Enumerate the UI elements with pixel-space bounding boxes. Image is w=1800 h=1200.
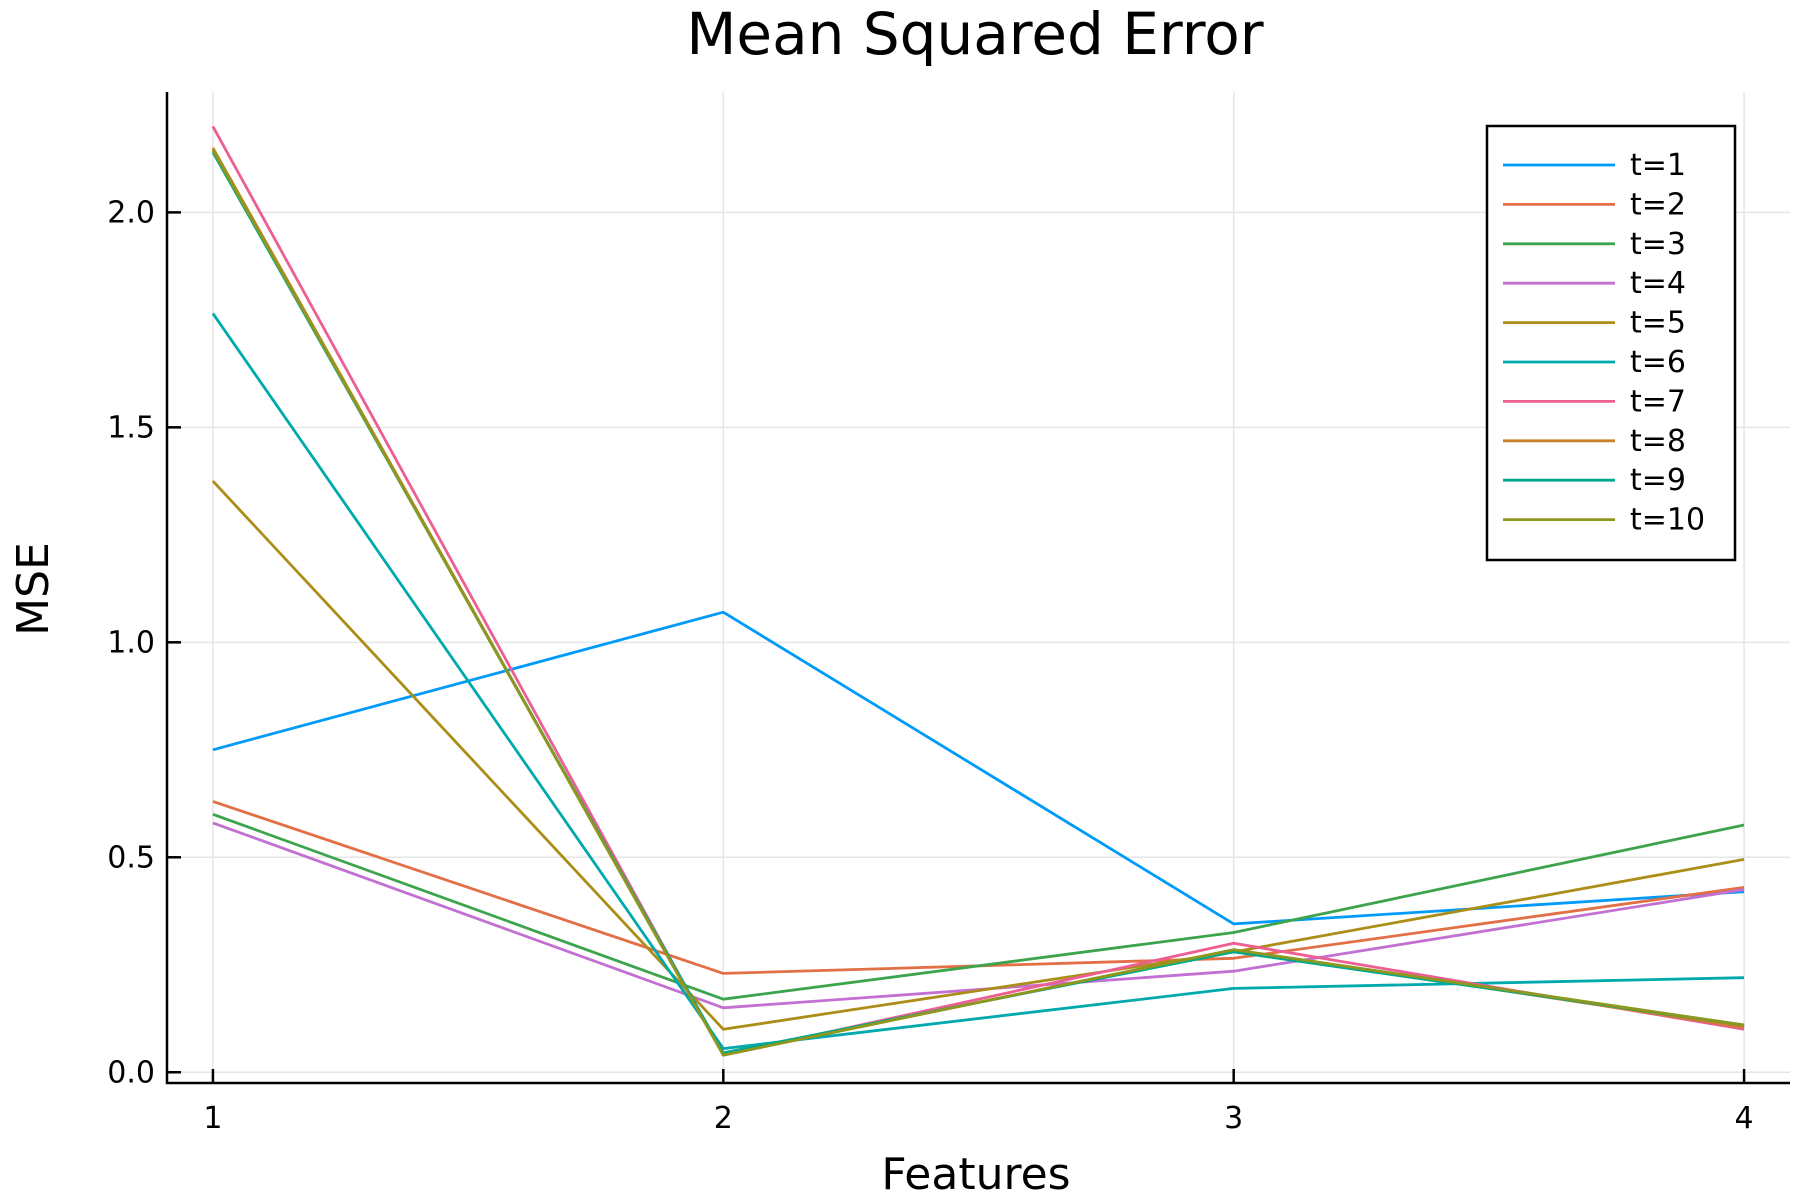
x-axis-ticks: 1 2 3 4 [203, 1069, 1754, 1136]
series-lines [211, 125, 1745, 1057]
legend-label-4: t=4 [1630, 266, 1686, 301]
legend: t=1 t=2 t=3 t=4 t=5 t=6 t=7 t=8 t=9 t=10 [1485, 124, 1737, 562]
y-tick-label: 0.0 [107, 1055, 155, 1090]
y-tick-label: 1.0 [107, 625, 155, 660]
series-line-3 [212, 812, 1745, 1001]
x-tick-label: 1 [203, 1101, 222, 1136]
series-line-10 [211, 149, 1745, 1057]
legend-label-2: t=2 [1630, 187, 1686, 222]
chart-title: Mean Squared Error [686, 0, 1263, 68]
x-axis-label: Features [881, 1149, 1070, 1200]
legend-label-9: t=9 [1630, 463, 1686, 498]
series-line-1 [212, 610, 1745, 926]
legend-label-5: t=5 [1630, 306, 1686, 341]
y-tick-label: 0.5 [107, 840, 155, 875]
axes [165, 92, 1790, 1085]
legend-box [1485, 124, 1737, 562]
y-axis-ticks: 0.0 0.5 1.0 1.5 2.0 [107, 195, 181, 1090]
legend-label-8: t=8 [1630, 424, 1686, 459]
series-line-6 [211, 312, 1745, 1050]
legend-label-3: t=3 [1630, 227, 1686, 262]
x-tick-label: 2 [714, 1101, 733, 1136]
legend-label-10: t=10 [1630, 503, 1705, 538]
x-tick-label: 3 [1224, 1101, 1243, 1136]
legend-label-6: t=6 [1630, 345, 1686, 380]
x-tick-label: 4 [1735, 1101, 1754, 1136]
series-line-5 [211, 480, 1745, 1031]
series-line-4 [212, 821, 1745, 1010]
axis-frame [165, 92, 1790, 1085]
y-tick-label: 1.5 [107, 410, 155, 445]
legend-label-7: t=7 [1630, 384, 1686, 419]
legend-label-1: t=1 [1630, 148, 1686, 183]
y-axis-label: MSE [8, 542, 59, 636]
y-tick-label: 2.0 [107, 195, 155, 230]
series-line-2 [212, 800, 1745, 975]
